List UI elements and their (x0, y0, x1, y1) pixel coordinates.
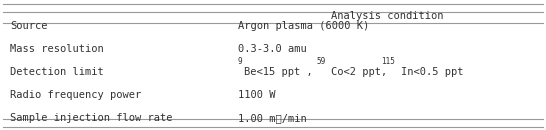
Text: Be<15 ppt ,: Be<15 ppt , (244, 67, 325, 77)
Text: 1100 W: 1100 W (238, 90, 275, 100)
Text: Source: Source (10, 21, 48, 31)
Text: 59: 59 (317, 57, 326, 66)
Text: In<0.5 ppt: In<0.5 ppt (401, 67, 464, 77)
Text: 0.3-3.0 amu: 0.3-3.0 amu (238, 44, 306, 54)
Text: 1.00 mℓ/min: 1.00 mℓ/min (238, 113, 306, 123)
Text: Mass resolution: Mass resolution (10, 44, 104, 54)
Text: Analysis condition: Analysis condition (331, 11, 444, 21)
Text: Detection limit: Detection limit (10, 67, 104, 77)
Text: Co<2 ppt,: Co<2 ppt, (331, 67, 400, 77)
Text: Sample injection flow rate: Sample injection flow rate (10, 113, 173, 123)
Text: Radio frequency power: Radio frequency power (10, 90, 141, 100)
Text: 9: 9 (238, 57, 242, 66)
Text: 115: 115 (381, 57, 395, 66)
Text: Argon plasma (6000 K): Argon plasma (6000 K) (238, 21, 369, 31)
